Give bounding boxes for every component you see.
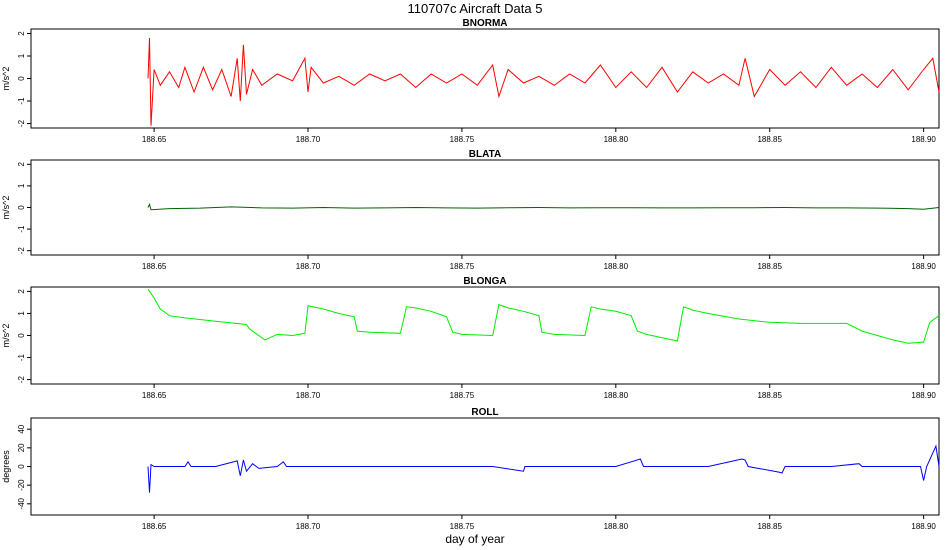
y-tick-label: 2 <box>17 31 26 36</box>
panel-bnorma: BNORMA m/s^2 -2 -1 0 1 2 188.65 188.70 188.75 188.… <box>1 18 940 144</box>
y-tick-label: 0 <box>17 333 26 338</box>
x-tick-label: 188.65 <box>142 391 167 400</box>
y-tick-label: 0 <box>17 76 26 81</box>
panel-blata: BLATA m/s^2 -2 -1 0 1 2 188.65 188.70 188.75 188.8… <box>1 149 940 271</box>
x-tick-label: 188.75 <box>450 391 475 400</box>
x-tick-label: 188.65 <box>142 135 167 144</box>
x-tick-label: 188.80 <box>604 522 629 531</box>
panel-blonga: BLONGA m/s^2 -2 -1 0 1 2 188.65 188.70 188.75 188.… <box>1 276 940 400</box>
x-tick-label: 188.80 <box>604 391 629 400</box>
x-tick-label: 188.75 <box>450 262 475 271</box>
x-tick-label: 188.80 <box>604 262 629 271</box>
series-line-bnorma <box>147 37 940 126</box>
x-tick-label: 188.90 <box>911 522 936 531</box>
panel-title: ROLL <box>471 407 498 418</box>
y-tick-label: -2 <box>17 375 26 383</box>
x-tick-label: 188.80 <box>604 135 629 144</box>
panel-roll: ROLL degrees -40 -20 0 20 40 188.65 188.70 188.75… <box>1 407 940 531</box>
x-tick-label: 188.70 <box>296 391 321 400</box>
x-tick-label: 188.90 <box>911 262 936 271</box>
series-line-blonga <box>147 288 940 344</box>
y-tick-label: -1 <box>17 353 26 361</box>
series-line-blata <box>147 202 940 211</box>
panel-title: BNORMA <box>463 18 508 29</box>
y-tick-label: 0 <box>17 205 26 210</box>
y-tick-label: -20 <box>17 479 26 491</box>
y-tick-label: -2 <box>17 119 26 127</box>
y-axis-label: degrees <box>1 450 11 483</box>
panel-title: BLONGA <box>463 276 506 287</box>
plot-frame <box>30 28 940 129</box>
x-tick-label: 188.75 <box>450 135 475 144</box>
y-axis-label: m/s^2 <box>1 196 11 220</box>
x-tick-label: 188.70 <box>296 262 321 271</box>
x-axis-label: day of year <box>445 532 504 546</box>
x-tick-label: 188.70 <box>296 522 321 531</box>
x-tick-label: 188.75 <box>450 522 475 531</box>
y-axis-label: m/s^2 <box>1 324 11 348</box>
y-tick-label: 1 <box>17 53 26 58</box>
x-tick-label: 188.70 <box>296 135 321 144</box>
y-tick-label: 1 <box>17 183 26 188</box>
x-tick-label: 188.90 <box>911 391 936 400</box>
x-tick-label: 188.90 <box>911 135 936 144</box>
x-tick-label: 188.65 <box>142 262 167 271</box>
y-tick-label: 1 <box>17 311 26 316</box>
y-tick-label: 2 <box>17 289 26 294</box>
series-line-roll <box>147 444 940 493</box>
x-tick-label: 188.85 <box>757 391 782 400</box>
x-tick-label: 188.65 <box>142 522 167 531</box>
x-tick-label: 188.85 <box>757 522 782 531</box>
y-tick-label: -40 <box>17 497 26 509</box>
y-tick-label: 2 <box>17 162 26 167</box>
panel-title: BLATA <box>469 149 501 160</box>
y-tick-label: -1 <box>17 97 26 105</box>
figure-title: 110707c Aircraft Data 5 <box>408 1 543 16</box>
y-tick-label: 0 <box>17 464 26 469</box>
x-tick-label: 188.85 <box>757 135 782 144</box>
y-axis-label: m/s^2 <box>1 67 11 91</box>
x-tick-label: 188.85 <box>757 262 782 271</box>
y-tick-label: 40 <box>17 424 26 433</box>
y-tick-label: -1 <box>17 225 26 233</box>
y-tick-label: -2 <box>17 247 26 255</box>
y-tick-label: 20 <box>17 443 26 452</box>
